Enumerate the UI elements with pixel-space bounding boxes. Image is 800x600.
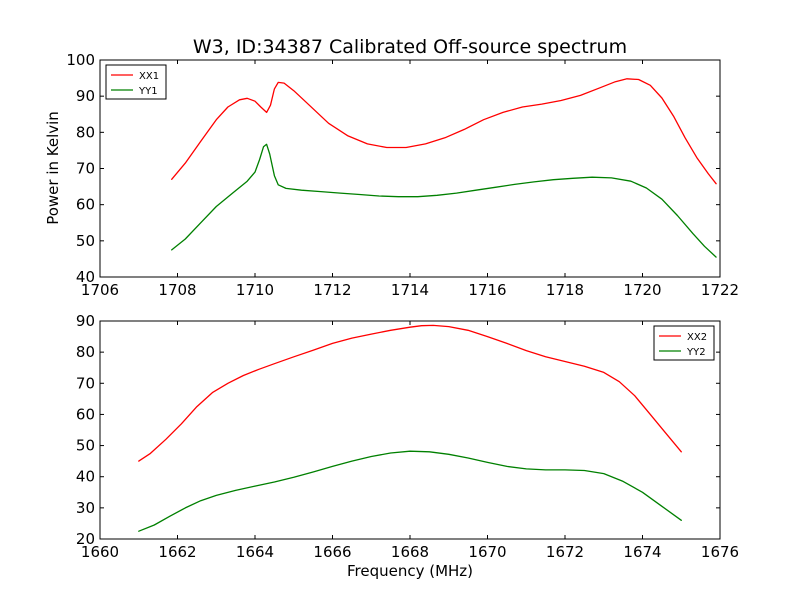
y-tick-label: 90	[76, 312, 95, 330]
x-tick-label: 1720	[623, 281, 661, 299]
x-tick-label: 1668	[391, 543, 429, 561]
x-tick-label: 1712	[313, 281, 351, 299]
y-tick-label: 60	[76, 196, 95, 214]
series-line-yy2	[138, 450, 682, 532]
y-tick-label: 80	[76, 123, 95, 141]
plot-frame	[99, 320, 721, 540]
x-tick-label: 1676	[701, 543, 739, 561]
y-tick-label: 50	[76, 437, 95, 455]
y-tick-label: 20	[76, 530, 95, 548]
series-line-yy1	[171, 143, 717, 258]
chart-title: W3, ID:34387 Calibrated Off-source spect…	[193, 36, 627, 58]
plot-frame	[99, 59, 721, 278]
y-tick-label: 70	[76, 374, 95, 392]
top-panel: 1706 1708 1710 1712 1714 1716 1718 1720 1722 40 50…	[66, 51, 739, 299]
x-tick-label: 1718	[546, 281, 584, 299]
x-tick-label: 1716	[468, 281, 506, 299]
y-tick-label: 40	[76, 468, 95, 486]
x-tick-label: 1660	[81, 543, 119, 561]
x-tick-label: 1674	[623, 543, 661, 561]
x-tick-label: 1710	[236, 281, 274, 299]
y-tick-label: 60	[76, 405, 95, 423]
x-axis-label: Frequency (MHz)	[347, 562, 473, 580]
y-tick-label: 90	[76, 87, 95, 105]
x-tick-label: 1722	[701, 281, 739, 299]
series-line-xx1	[171, 78, 717, 185]
bottom-panel: 1660 1662 1664 1666 1668 1670 1672 1674 1676 20 30…	[76, 312, 739, 561]
legend-label-xx1: XX1	[139, 71, 159, 82]
y-axis-label: Power in Kelvin	[44, 111, 62, 225]
x-tick-label: 1714	[391, 281, 429, 299]
y-tick-label: 80	[76, 343, 95, 361]
y-tick-label: 50	[76, 232, 95, 250]
legend-label-yy2: YY2	[686, 347, 706, 358]
x-tick-label: 1664	[236, 543, 274, 561]
y-tick-label: 30	[76, 499, 95, 517]
x-tick-label: 1708	[158, 281, 196, 299]
y-tick-label: 70	[76, 160, 95, 178]
x-tick-label: 1666	[313, 543, 351, 561]
legend-box	[105, 64, 167, 100]
x-tick-label: 1706	[81, 281, 119, 299]
legend-box	[653, 325, 715, 361]
series-line-xx2	[138, 324, 682, 462]
y-tick-label: 100	[66, 51, 95, 69]
x-tick-label: 1670	[468, 543, 506, 561]
x-tick-label: 1672	[546, 543, 584, 561]
x-tick-label: 1662	[158, 543, 196, 561]
legend-label-yy1: YY1	[138, 86, 158, 97]
y-tick-label: 40	[76, 268, 95, 286]
legend-label-xx2: XX2	[687, 332, 707, 343]
